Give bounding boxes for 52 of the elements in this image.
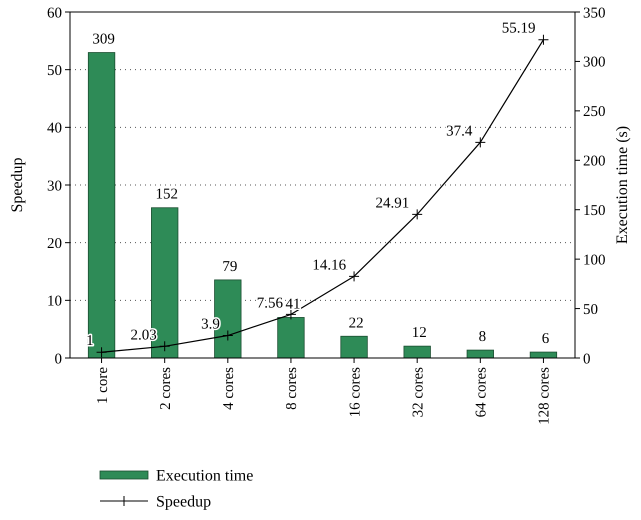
bar: [277, 317, 305, 358]
x-tick-label: 8 cores: [284, 366, 300, 410]
x-tick-label: 64 cores: [474, 366, 490, 418]
x-tick-label: 1 core: [94, 366, 111, 404]
y-tick-label: 20: [47, 236, 62, 252]
bar: [466, 350, 494, 358]
y-tick-label: 40: [47, 120, 62, 137]
y2-tick-label: 50: [583, 302, 598, 318]
bar: [88, 52, 116, 358]
point: [474, 136, 486, 148]
y2-tick-label: 100: [583, 252, 606, 268]
x-tick-label: 2 cores: [158, 366, 174, 410]
x-tick-label: 4 cores: [221, 366, 238, 410]
y2-tick-label: 350: [583, 5, 606, 22]
y2-tick-label: 200: [583, 154, 606, 170]
data-label: 152: [155, 186, 178, 203]
point: [412, 208, 423, 220]
legend-label: Execution time: [156, 468, 254, 485]
legend-label: Speedup: [156, 494, 212, 511]
bar: [340, 336, 368, 358]
point: [159, 340, 170, 352]
data-label: 41: [285, 296, 300, 312]
y2-tick-label: 300: [583, 54, 606, 71]
y-tick-label: 10: [47, 294, 62, 310]
y-axis-title: Speedup: [9, 157, 26, 213]
point: [538, 34, 549, 46]
x-tick-label: 128 cores: [536, 366, 553, 425]
point: [348, 270, 360, 282]
x-tick-label: 16 cores: [347, 366, 364, 418]
data-label: 6: [542, 331, 550, 348]
y2-tick-label: 0: [583, 351, 590, 368]
y-tick-label: 50: [47, 62, 62, 79]
point: [285, 308, 296, 320]
point: [222, 330, 234, 342]
data-label: 22: [348, 315, 364, 332]
data-label: 14.16: [312, 257, 347, 274]
y-tick-label: 0: [54, 351, 62, 368]
y-tick-label: 30: [47, 178, 62, 194]
y2-tick-label: 250: [583, 104, 606, 120]
y-tick-label: 60: [47, 5, 62, 22]
data-label: 7.56: [256, 295, 284, 312]
data-label: 8: [478, 329, 486, 346]
x-tick-label: 32 cores: [410, 366, 426, 418]
data-label: 24.91: [375, 195, 410, 212]
data-label: 309: [92, 32, 115, 48]
data-label: 55.19: [502, 20, 536, 37]
data-label: 12: [412, 325, 427, 342]
data-label: 79: [222, 258, 238, 275]
y2-tick-label: 150: [583, 202, 606, 219]
bar: [404, 346, 431, 358]
data-label: 37.4: [446, 123, 473, 140]
y2-axis-title: Execution time (s): [614, 126, 631, 244]
